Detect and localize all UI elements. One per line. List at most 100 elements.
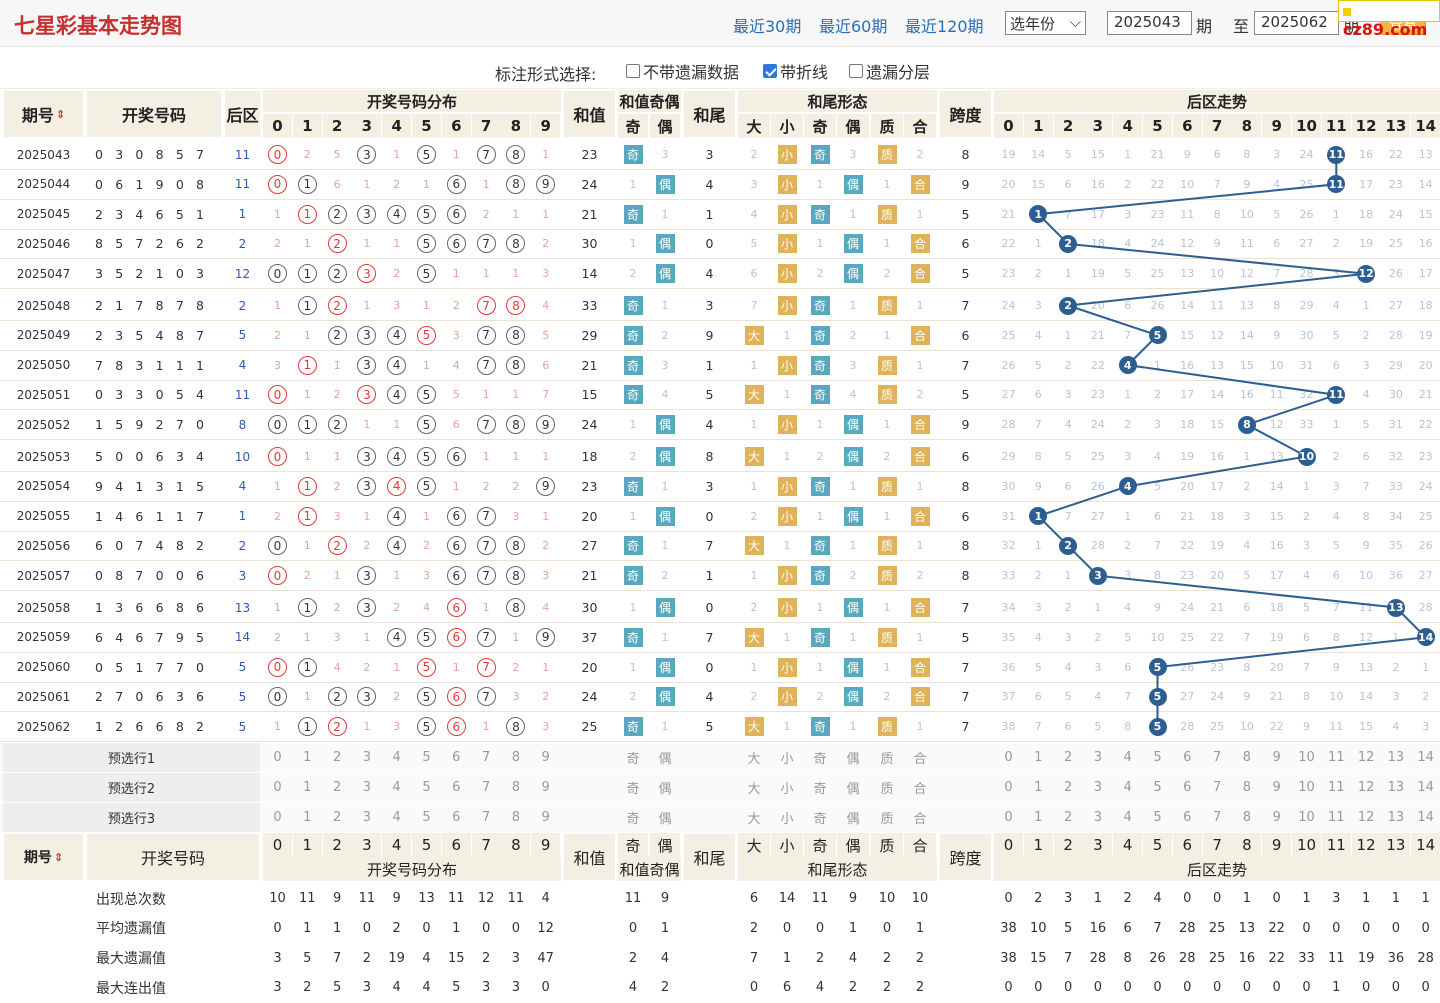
preselect-back-12[interactable]: 12 [1357, 810, 1375, 825]
preselect-back-2[interactable]: 2 [1063, 810, 1073, 825]
preselect-back-9[interactable]: 9 [1272, 810, 1281, 825]
preselect-back-13[interactable]: 13 [1387, 780, 1405, 795]
preselect-even[interactable]: 偶 [658, 752, 672, 767]
preselect-form-odd[interactable]: 奇 [813, 752, 827, 767]
preselect-form-comp[interactable]: 合 [913, 752, 927, 767]
preselect-odd[interactable]: 奇 [626, 782, 640, 797]
preselect-form-odd[interactable]: 奇 [813, 812, 827, 827]
preselect-dist-5[interactable]: 5 [422, 750, 431, 765]
preselect-back-5[interactable]: 5 [1153, 750, 1162, 765]
preselect-form-comp[interactable]: 合 [913, 812, 927, 827]
preselect-back-6[interactable]: 6 [1183, 810, 1192, 825]
preselect-form-even[interactable]: 偶 [846, 752, 860, 767]
preselect-dist-4[interactable]: 4 [392, 750, 401, 765]
preselect-back-0[interactable]: 0 [1004, 750, 1013, 765]
preselect-back-2[interactable]: 2 [1063, 780, 1073, 795]
preselect-even[interactable]: 偶 [658, 812, 672, 827]
preselect-back-3[interactable]: 3 [1093, 750, 1103, 765]
checkbox-line[interactable] [763, 64, 777, 78]
checkbox-no-miss[interactable] [626, 64, 640, 78]
preselect-back-13[interactable]: 13 [1387, 750, 1405, 765]
option-layer[interactable]: 遗漏分层 [849, 59, 930, 83]
preselect-dist-5[interactable]: 5 [422, 780, 431, 795]
preselect-back-11[interactable]: 11 [1328, 810, 1345, 825]
preselect-dist-0[interactable]: 0 [273, 810, 282, 825]
preselect-form-comp[interactable]: 合 [913, 782, 927, 797]
preselect-back-5[interactable]: 5 [1153, 780, 1162, 795]
preselect-form-big[interactable]: 大 [747, 782, 761, 797]
preselect-dist-4[interactable]: 4 [392, 780, 401, 795]
preselect-back-5[interactable]: 5 [1153, 810, 1162, 825]
preselect-dist-4[interactable]: 4 [392, 810, 401, 825]
preselect-form-even[interactable]: 偶 [846, 812, 860, 827]
preselect-back-6[interactable]: 6 [1183, 750, 1192, 765]
preselect-dist-2[interactable]: 2 [332, 750, 342, 765]
preselect-dist-6[interactable]: 6 [452, 780, 461, 795]
preselect-back-6[interactable]: 6 [1183, 780, 1192, 795]
preselect-back-11[interactable]: 11 [1328, 750, 1345, 765]
preselect-back-1[interactable]: 1 [1034, 810, 1043, 825]
preselect-back-9[interactable]: 9 [1272, 780, 1281, 795]
recent-60-link[interactable]: 最近60期 [819, 17, 888, 36]
preselect-back-9[interactable]: 9 [1272, 750, 1281, 765]
preselect-back-0[interactable]: 0 [1004, 780, 1013, 795]
preselect-back-14[interactable]: 14 [1417, 750, 1434, 765]
preselect-form-big[interactable]: 大 [747, 752, 761, 767]
preselect-form-prime[interactable]: 质 [880, 752, 894, 767]
preselect-back-10[interactable]: 10 [1298, 810, 1315, 825]
preselect-dist-7[interactable]: 7 [481, 810, 491, 825]
preselect-dist-1[interactable]: 1 [303, 750, 312, 765]
option-no-miss[interactable]: 不带遗漏数据 [626, 59, 739, 83]
preselect-dist-0[interactable]: 0 [273, 780, 282, 795]
preselect-back-7[interactable]: 7 [1212, 750, 1222, 765]
preselect-dist-2[interactable]: 2 [332, 810, 342, 825]
preselect-dist-3[interactable]: 3 [362, 750, 372, 765]
preselect-back-8[interactable]: 8 [1242, 810, 1252, 825]
recent-30-link[interactable]: 最近30期 [733, 17, 802, 36]
to-issue-input[interactable]: 2025062 [1254, 11, 1339, 35]
year-select[interactable]: 选年份 ⌵ [1005, 11, 1086, 35]
preselect-back-2[interactable]: 2 [1063, 750, 1073, 765]
preselect-even[interactable]: 偶 [658, 782, 672, 797]
preselect-form-small[interactable]: 小 [780, 812, 794, 827]
preselect-form-prime[interactable]: 质 [880, 782, 894, 797]
preselect-dist-6[interactable]: 6 [452, 810, 461, 825]
option-line[interactable]: 带折线 [763, 59, 828, 83]
preselect-odd[interactable]: 奇 [626, 752, 640, 767]
preselect-dist-3[interactable]: 3 [362, 780, 372, 795]
preselect-dist-7[interactable]: 7 [481, 780, 491, 795]
preselect-back-3[interactable]: 3 [1093, 810, 1103, 825]
preselect-back-0[interactable]: 0 [1004, 810, 1013, 825]
preselect-back-14[interactable]: 14 [1417, 810, 1434, 825]
preselect-dist-8[interactable]: 8 [511, 810, 521, 825]
checkbox-layer[interactable] [849, 64, 863, 78]
preselect-back-10[interactable]: 10 [1298, 750, 1315, 765]
preselect-dist-1[interactable]: 1 [303, 780, 312, 795]
preselect-dist-9[interactable]: 9 [541, 780, 550, 795]
preselect-dist-1[interactable]: 1 [303, 810, 312, 825]
preselect-dist-2[interactable]: 2 [332, 780, 342, 795]
preselect-odd[interactable]: 奇 [626, 812, 640, 827]
preselect-form-small[interactable]: 小 [780, 782, 794, 797]
sort-icon[interactable]: ⇕ [55, 107, 66, 121]
preselect-form-big[interactable]: 大 [747, 812, 761, 827]
preselect-back-8[interactable]: 8 [1242, 750, 1252, 765]
preselect-back-4[interactable]: 4 [1123, 810, 1132, 825]
preselect-dist-9[interactable]: 9 [541, 810, 550, 825]
preselect-back-3[interactable]: 3 [1093, 780, 1103, 795]
preselect-back-4[interactable]: 4 [1123, 750, 1132, 765]
preselect-back-1[interactable]: 1 [1034, 780, 1043, 795]
preselect-back-4[interactable]: 4 [1123, 780, 1132, 795]
preselect-form-small[interactable]: 小 [780, 752, 794, 767]
col-issue-header[interactable]: 期号 ⇕ [3, 90, 84, 138]
preselect-dist-7[interactable]: 7 [481, 750, 491, 765]
preselect-back-7[interactable]: 7 [1212, 810, 1222, 825]
preselect-back-13[interactable]: 13 [1387, 810, 1405, 825]
preselect-dist-8[interactable]: 8 [511, 750, 521, 765]
preselect-dist-5[interactable]: 5 [422, 810, 431, 825]
preselect-back-12[interactable]: 12 [1357, 780, 1375, 795]
preselect-form-prime[interactable]: 质 [880, 812, 894, 827]
preselect-back-7[interactable]: 7 [1212, 780, 1222, 795]
preselect-form-even[interactable]: 偶 [846, 782, 860, 797]
sort-icon[interactable]: ⇕ [53, 850, 64, 864]
